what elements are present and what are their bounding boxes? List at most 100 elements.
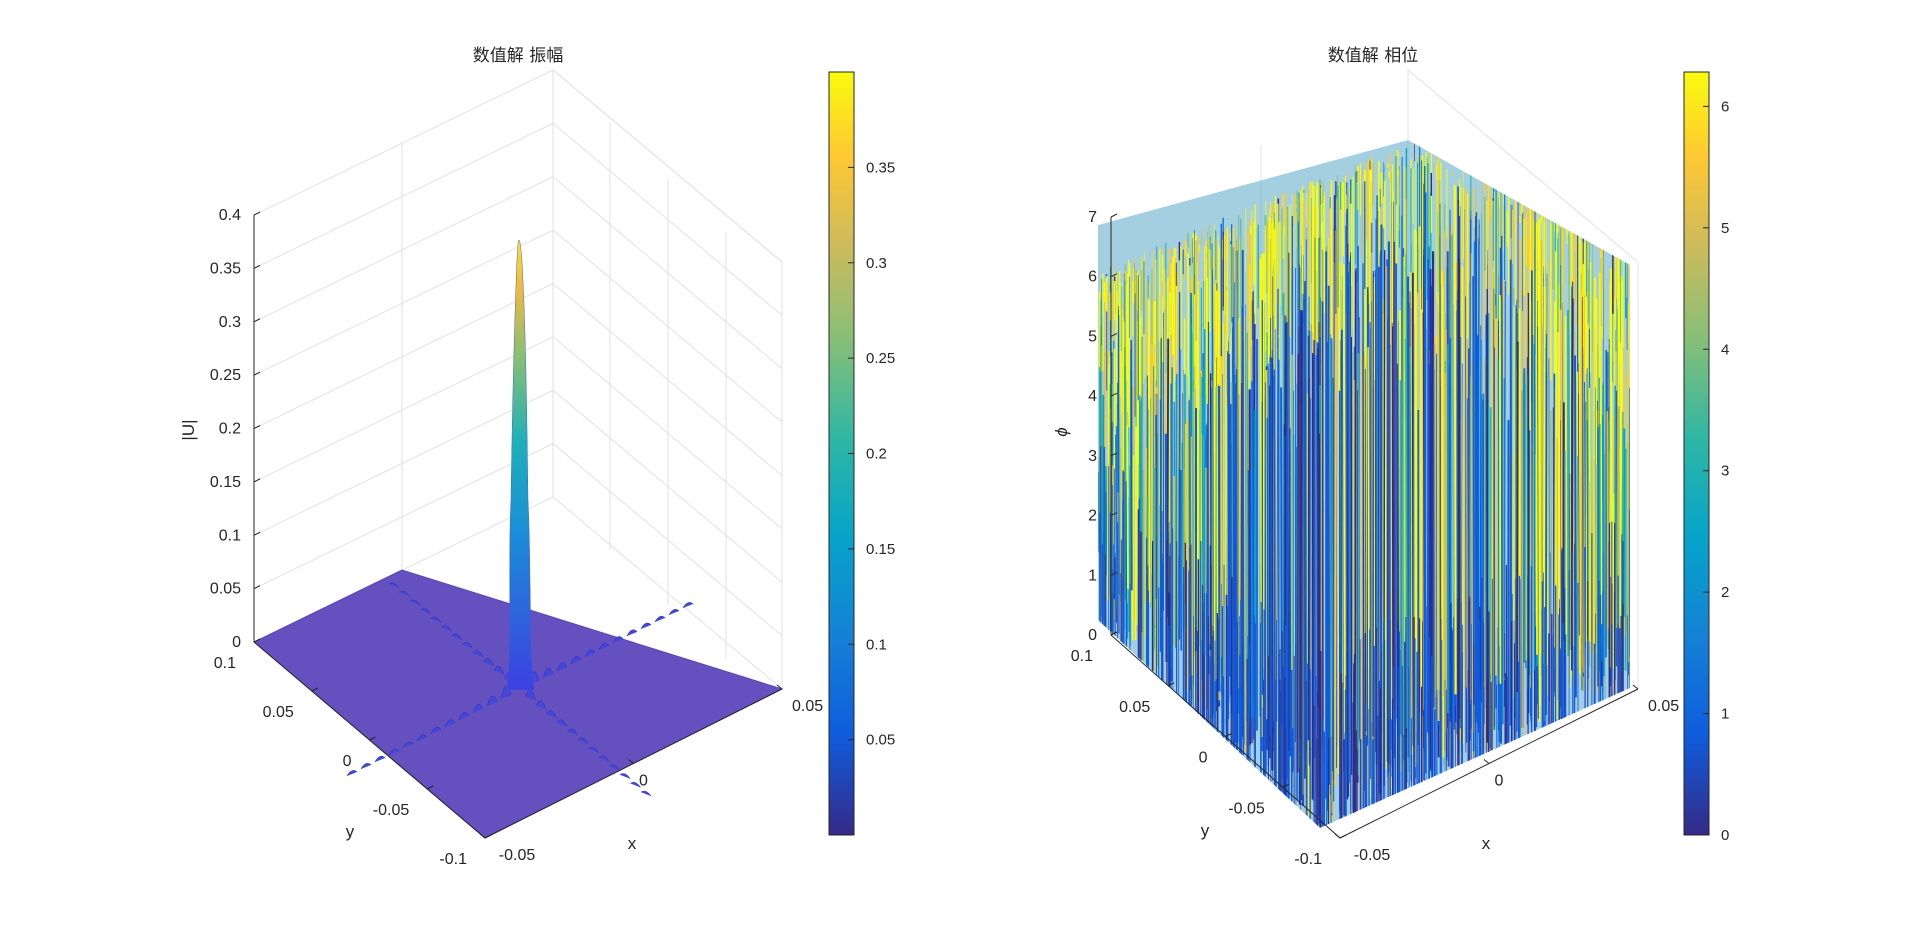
amplitude-ripple (430, 616, 442, 623)
amplitude-x-tick-label: 0.05 (792, 698, 823, 715)
phase-z-ticks: 0 1 2 3 4 5 6 7 (1088, 209, 1118, 644)
phase-surface-strand (1623, 428, 1626, 617)
phase-surface-strand (1476, 334, 1479, 725)
amplitude-ripple (584, 649, 596, 658)
phase-surface-strand (1266, 417, 1269, 750)
phase-z-tick-label: 7 (1088, 209, 1097, 226)
phase-surface-strand (1485, 333, 1488, 705)
amplitude-y-tick-label: -0.1 (439, 851, 467, 868)
amplitude-ripple (360, 763, 372, 770)
phase-surface-strand (1200, 433, 1203, 641)
phase-surface-strand (1367, 347, 1370, 739)
phase-z-label: ϕ (1052, 427, 1071, 436)
amplitude-y-tick-label: -0.05 (373, 802, 410, 819)
phase-surface-strand (1453, 185, 1457, 695)
phase-surface-strand (1548, 260, 1550, 656)
amplitude-ripple (402, 741, 414, 749)
amplitude-colorbar-tick-label: 0.05 (866, 732, 895, 749)
amplitude-ripple (546, 710, 557, 719)
phase-colorbar-tick-label: 2 (1721, 584, 1729, 601)
amplitude-grid (253, 69, 783, 690)
phase-x-tick-label: -0.05 (1354, 847, 1391, 864)
phase-surface-strand (1423, 165, 1427, 754)
phase-surface-strand (1166, 338, 1170, 617)
amplitude-colorbar-tick-label: 0.35 (866, 159, 895, 176)
phase-surface-strand (1526, 375, 1528, 689)
amplitude-x-label: x (628, 834, 637, 853)
phase-surface-strand (1472, 276, 1475, 705)
phase-surface-strand (1142, 469, 1145, 661)
amplitude-x-tick-label: -0.05 (499, 847, 536, 864)
phase-surface-strand (1212, 269, 1214, 715)
amplitude-ripple (458, 711, 470, 721)
amplitude-ripple (619, 773, 631, 779)
amplitude-z-tick-label: 0.15 (210, 474, 241, 491)
phase-surface-strand (1426, 246, 1430, 733)
amplitude-ripples (346, 582, 694, 797)
phase-surface-strand (1147, 282, 1151, 603)
phase-colorbar (1683, 71, 1710, 836)
amplitude-ripple (570, 655, 582, 665)
amplitude-y-tick-label: 0.05 (263, 704, 294, 721)
phase-y-ticks: -0.1 -0.05 0 0.05 0.1 (1071, 631, 1347, 868)
phase-surface-strand (1128, 465, 1131, 607)
phase-y-tick-label: 0 (1199, 750, 1208, 767)
phase-y-tick-label: 0.1 (1071, 648, 1093, 665)
phase-surface-strand (1628, 387, 1630, 657)
amplitude-ripple (430, 726, 442, 735)
amplitude-ripple (441, 625, 452, 632)
amplitude-ripple (462, 641, 473, 649)
amplitude-ripple (483, 658, 494, 667)
amplitude-ripple (626, 629, 638, 637)
phase-surface-strand (1576, 456, 1578, 655)
phase-surface-strand (1578, 363, 1580, 636)
phase-surface-strand (1178, 291, 1181, 640)
phase-surface-strand (1252, 291, 1255, 740)
amplitude-ripple (374, 755, 386, 763)
amplitude-z-tick-label: 0.4 (219, 207, 241, 224)
amplitude-ripple (612, 636, 624, 644)
amplitude-plot: 0 0.05 0.1 0.15 0.2 0.25 0.3 0.35 0.4 -0.1 -0.05 0… (179, 46, 895, 868)
amplitude-ripple (640, 790, 652, 797)
phase-surface-strand (1347, 263, 1350, 782)
amplitude-y-ticks: -0.1 -0.05 0 0.05 0.1 (214, 638, 492, 868)
phase-colorbar-tick-label: 0 (1721, 827, 1729, 844)
phase-surface-strand (1490, 407, 1492, 674)
phase-surface-strand (1314, 237, 1316, 759)
phase-surface-strand (1183, 469, 1186, 623)
phase-surface-strand (1204, 467, 1207, 711)
amplitude-z-tick-label: 0.35 (210, 260, 241, 277)
phase-y-label: y (1201, 821, 1210, 840)
phase-surface-strand (1569, 235, 1572, 689)
phase-colorbar-tick-label: 5 (1721, 220, 1729, 237)
phase-z-tick-label: 1 (1088, 567, 1097, 584)
phase-surface-strand (1394, 262, 1397, 719)
phase-surface-strand (1489, 407, 1492, 748)
amplitude-y-label: y (346, 822, 355, 841)
amplitude-ripple (409, 599, 421, 606)
amplitude-ripple (668, 609, 680, 616)
phase-surface-strand (1117, 306, 1120, 634)
phase-colorbar-tick-label: 3 (1721, 463, 1729, 480)
amplitude-ripple (542, 667, 554, 679)
amplitude-z-tick-label: 0.05 (210, 581, 241, 598)
phase-surface-strand (1334, 313, 1338, 787)
phase-surface-strand (1244, 271, 1246, 745)
amplitude-z-label: |U| (179, 419, 198, 440)
amplitude-ripple (346, 770, 358, 777)
phase-surface-strand (1419, 155, 1422, 726)
phase-surface-strand (1153, 344, 1156, 672)
amplitude-x-ticks: -0.05 0 0.05 (479, 684, 823, 864)
phase-surface-strand (1374, 270, 1378, 765)
amplitude-ripple (588, 746, 599, 753)
phase-surface-strand (1574, 355, 1577, 698)
phase-surface-strand (1131, 455, 1135, 641)
phase-surface-strand (1419, 189, 1421, 742)
phase-x-label: x (1482, 834, 1491, 853)
phase-x-tick-label: 0.05 (1648, 698, 1679, 715)
phase-x-tick-label: 0 (1495, 773, 1504, 790)
amplitude-title: 数值解 振幅 (473, 46, 563, 66)
phase-surface-strand (1207, 361, 1211, 645)
phase-surface-strand (1150, 353, 1154, 600)
